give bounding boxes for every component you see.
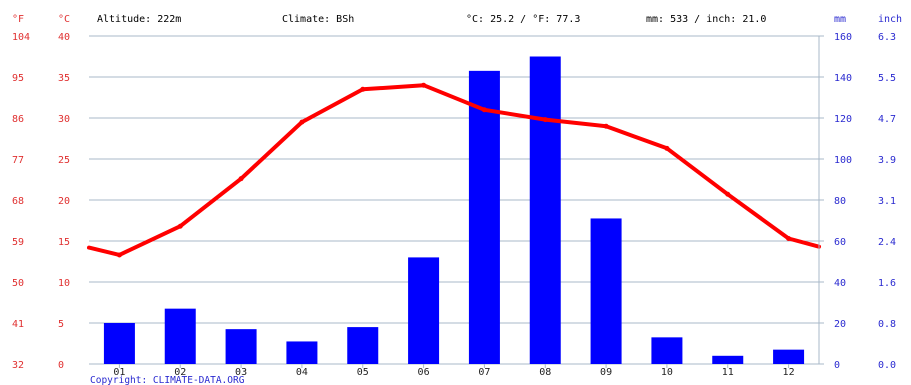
tick-label-mm: 80: [834, 196, 846, 207]
month-label: 07: [478, 367, 490, 378]
month-label: 11: [722, 367, 734, 378]
temperature-point: [238, 176, 244, 182]
precipitation-bars: [103, 56, 805, 364]
temperature-point: [542, 117, 548, 123]
precipitation-bar: [225, 329, 257, 364]
month-label: 01: [113, 367, 125, 378]
precipitation-bar: [712, 355, 744, 364]
tick-label-fahrenheit: 32: [12, 360, 24, 371]
temperature-axis: 32 0 41 5 50 10 59 15 68 20 77 25 86 30 95 35 104 40: [12, 32, 70, 371]
unit-inch-label: inch: [878, 14, 902, 25]
precipitation-bar: [773, 349, 805, 364]
tick-label-fahrenheit: 41: [12, 319, 24, 330]
tick-label-mm: 160: [834, 32, 852, 43]
precipitation-bar: [164, 308, 196, 364]
unit-mm-label: mm: [834, 14, 846, 25]
tick-label-celsius: 20: [58, 196, 70, 207]
month-label: 06: [418, 367, 430, 378]
tick-label-mm: 120: [834, 114, 852, 125]
temperature-point: [421, 82, 427, 88]
altitude-label: Altitude: 222m: [97, 14, 181, 25]
tick-label-inch: 0.8: [878, 319, 896, 330]
precipitation-axis: 0 0.0 20 0.8 40 1.6 60 2.4 80 3.1 100 3.9 120 4.7 140 5…: [819, 32, 896, 371]
tick-label-mm: 100: [834, 155, 852, 166]
month-axis: 01 02 03 04 05 06 07 08 09 10 11 12: [113, 364, 795, 378]
temperature-point: [177, 223, 183, 229]
tick-label-inch: 2.4: [878, 237, 896, 248]
precipitation-bar: [103, 323, 135, 364]
month-label: 05: [357, 367, 369, 378]
tick-label-inch: 3.1: [878, 196, 896, 207]
tick-label-celsius: 40: [58, 32, 70, 43]
tick-label-celsius: 25: [58, 155, 70, 166]
temperature-point: [299, 119, 305, 125]
tick-label-celsius: 30: [58, 114, 70, 125]
climate-label: Climate: BSh: [282, 14, 354, 25]
temperature-point: [725, 191, 731, 197]
tick-label-mm: 0: [834, 360, 840, 371]
month-label: 10: [661, 367, 673, 378]
temperature-line-group: [87, 82, 821, 258]
tick-label-inch: 1.6: [878, 278, 896, 289]
month-label: 12: [783, 367, 795, 378]
tick-label-mm: 40: [834, 278, 846, 289]
copyright-label: Copyright: CLIMATE-DATA.ORG: [90, 375, 245, 385]
tick-label-fahrenheit: 77: [12, 155, 24, 166]
precipitation-bar: [468, 70, 500, 364]
temperature-point: [603, 123, 609, 129]
tick-label-mm: 140: [834, 73, 852, 84]
precipitation-bar: [590, 218, 622, 364]
tick-label-inch: 0.0: [878, 360, 896, 371]
temperature-point: [664, 145, 670, 151]
temperature-point: [116, 252, 122, 258]
unit-fahrenheit-label: °F: [12, 14, 24, 25]
tick-label-fahrenheit: 50: [12, 278, 24, 289]
tick-label-fahrenheit: 68: [12, 196, 24, 207]
tick-label-celsius: 35: [58, 73, 70, 84]
tick-label-celsius: 10: [58, 278, 70, 289]
month-label: 03: [235, 367, 247, 378]
temperature-point: [786, 236, 792, 242]
tick-label-inch: 6.3: [878, 32, 896, 43]
temperature-average-label: °C: 25.2 / °F: 77.3: [466, 14, 580, 25]
month-label: 09: [600, 367, 612, 378]
precipitation-bar: [347, 327, 379, 364]
temperature-point: [481, 107, 487, 113]
month-label: 04: [296, 367, 308, 378]
tick-label-mm: 20: [834, 319, 846, 330]
tick-label-fahrenheit: 95: [12, 73, 24, 84]
precipitation-bar: [408, 257, 440, 364]
temperature-point: [360, 86, 366, 92]
temperature-line: [87, 83, 821, 257]
grid-lines: [89, 35, 819, 365]
tick-label-fahrenheit: 86: [12, 114, 24, 125]
precipitation-bar: [529, 56, 561, 364]
precipitation-bar: [651, 337, 683, 364]
tick-label-inch: 5.5: [878, 73, 896, 84]
month-label: 08: [539, 367, 551, 378]
unit-celsius-label: °C: [58, 14, 70, 25]
tick-label-fahrenheit: 59: [12, 237, 24, 248]
tick-label-fahrenheit: 104: [12, 32, 30, 43]
precipitation-bar: [286, 341, 318, 364]
tick-label-inch: 4.7: [878, 114, 896, 125]
tick-label-inch: 3.9: [878, 155, 896, 166]
tick-label-celsius: 15: [58, 237, 70, 248]
tick-label-celsius: 0: [58, 360, 64, 371]
tick-label-celsius: 5: [58, 319, 64, 330]
tick-label-mm: 60: [834, 237, 846, 248]
precipitation-total-label: mm: 533 / inch: 21.0: [646, 14, 766, 25]
month-label: 02: [174, 367, 186, 378]
